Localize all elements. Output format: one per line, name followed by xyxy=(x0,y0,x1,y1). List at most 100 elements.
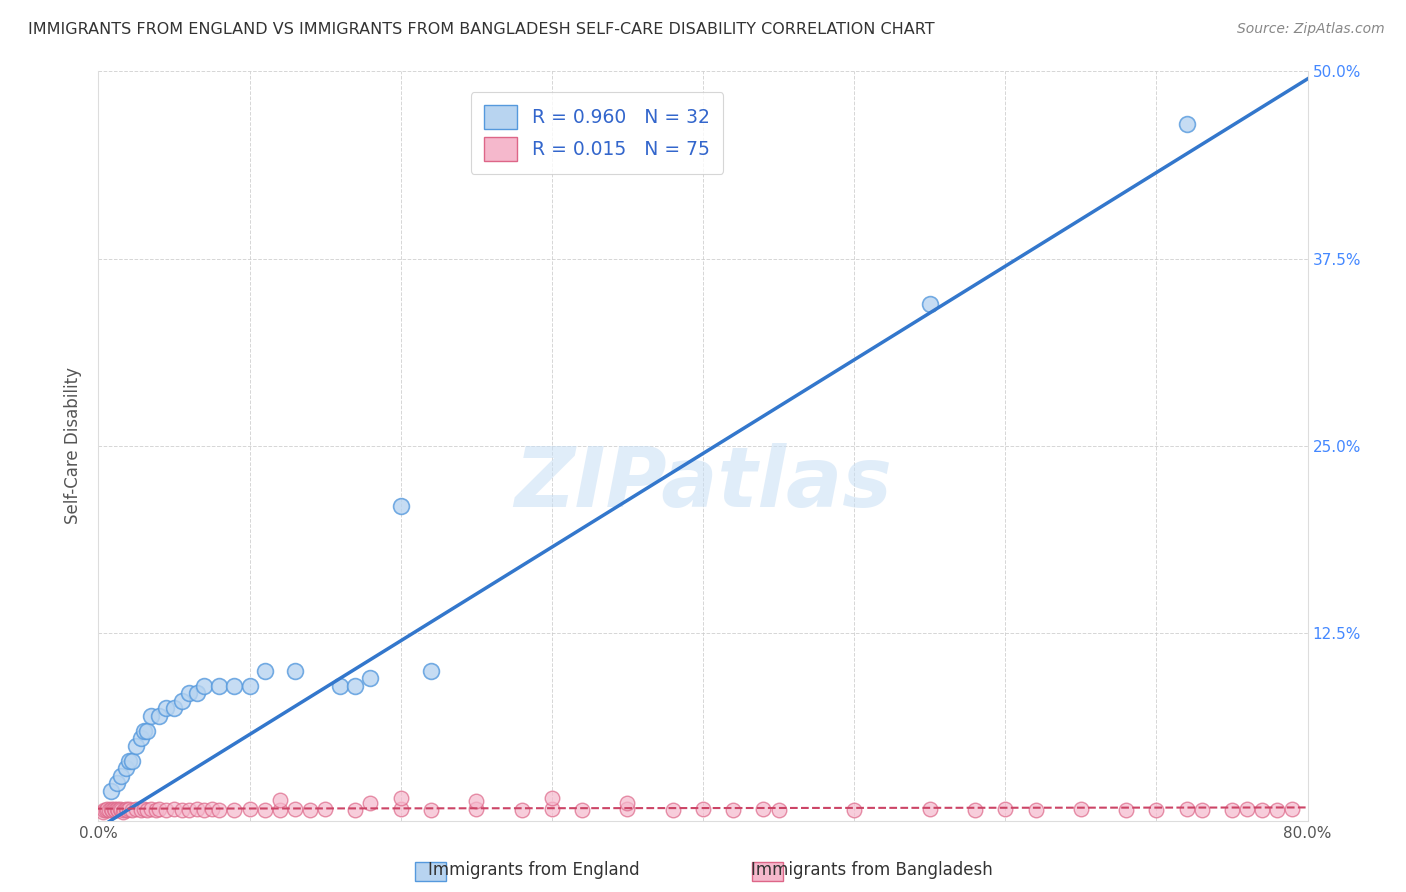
Text: Immigrants from England: Immigrants from England xyxy=(429,861,640,879)
Point xyxy=(329,679,352,693)
Point xyxy=(1251,803,1274,817)
Point xyxy=(110,803,132,817)
Point xyxy=(98,803,121,817)
Point xyxy=(723,803,745,817)
Point xyxy=(1267,803,1289,817)
Point xyxy=(135,723,157,738)
Point xyxy=(389,802,412,816)
Point xyxy=(918,802,941,816)
Point xyxy=(208,803,231,817)
Point xyxy=(114,761,136,775)
Point xyxy=(1175,802,1198,816)
Point xyxy=(465,794,488,808)
Point xyxy=(132,802,155,816)
Point xyxy=(571,803,593,817)
Point xyxy=(918,296,941,310)
Point xyxy=(121,803,143,817)
Point xyxy=(314,802,336,816)
Point xyxy=(108,802,131,816)
Point xyxy=(768,803,790,817)
Point xyxy=(121,754,143,768)
Point xyxy=(105,776,128,790)
Point xyxy=(299,803,322,817)
Point xyxy=(692,802,714,816)
Point xyxy=(360,671,382,685)
Point xyxy=(1115,803,1137,817)
Point xyxy=(135,803,157,817)
Text: Source: ZipAtlas.com: Source: ZipAtlas.com xyxy=(1237,22,1385,37)
Point xyxy=(1024,803,1046,817)
Point xyxy=(284,802,307,816)
Point xyxy=(1070,802,1092,816)
Y-axis label: Self-Care Disability: Self-Care Disability xyxy=(65,368,83,524)
Point xyxy=(170,694,193,708)
Point xyxy=(186,686,208,700)
Point xyxy=(112,803,135,817)
Point xyxy=(1220,803,1243,817)
Point xyxy=(844,803,866,817)
Point xyxy=(163,701,186,715)
Point xyxy=(344,679,367,693)
Point xyxy=(141,708,163,723)
Point xyxy=(239,679,262,693)
Point xyxy=(115,803,138,817)
Point xyxy=(94,803,117,817)
Point xyxy=(193,679,215,693)
Point xyxy=(269,803,291,817)
Point xyxy=(100,783,122,797)
Point xyxy=(100,802,122,816)
Point xyxy=(155,701,177,715)
Point xyxy=(110,769,132,783)
Point xyxy=(96,802,118,816)
Point xyxy=(170,803,193,817)
Point xyxy=(125,802,148,816)
Point xyxy=(145,803,167,817)
Point xyxy=(201,802,224,816)
Text: Immigrants from Bangladesh: Immigrants from Bangladesh xyxy=(751,861,993,879)
Point xyxy=(1191,803,1213,817)
Point xyxy=(1281,802,1303,816)
Point xyxy=(193,803,215,817)
Point xyxy=(360,796,382,810)
Text: IMMIGRANTS FROM ENGLAND VS IMMIGRANTS FROM BANGLADESH SELF-CARE DISABILITY CORRE: IMMIGRANTS FROM ENGLAND VS IMMIGRANTS FR… xyxy=(28,22,935,37)
Point xyxy=(132,723,155,738)
Point xyxy=(239,802,262,816)
Point xyxy=(540,802,562,816)
Point xyxy=(179,803,201,817)
Point xyxy=(105,802,128,816)
Point xyxy=(389,499,412,513)
Point xyxy=(420,803,443,817)
Point xyxy=(111,805,134,819)
Point xyxy=(1144,803,1167,817)
Point xyxy=(1175,117,1198,131)
Point xyxy=(91,805,114,819)
Point xyxy=(540,791,562,805)
Point xyxy=(148,802,170,816)
Point xyxy=(129,731,152,746)
Point xyxy=(114,802,136,816)
Point xyxy=(752,802,775,816)
Point xyxy=(994,802,1017,816)
Point xyxy=(253,803,276,817)
Point xyxy=(141,802,163,816)
Point xyxy=(118,802,141,816)
Point xyxy=(465,802,488,816)
Point xyxy=(155,803,177,817)
Point xyxy=(103,802,125,816)
Point xyxy=(224,679,246,693)
Point xyxy=(253,664,276,678)
Point xyxy=(101,803,124,817)
Legend: R = 0.960   N = 32, R = 0.015   N = 75: R = 0.960 N = 32, R = 0.015 N = 75 xyxy=(471,92,724,174)
Point xyxy=(186,802,208,816)
Point xyxy=(224,803,246,817)
Point xyxy=(179,686,201,700)
Point xyxy=(107,803,129,817)
Point xyxy=(616,796,638,810)
Point xyxy=(269,792,291,806)
Point xyxy=(125,739,148,753)
Point xyxy=(420,664,443,678)
Text: ZIPatlas: ZIPatlas xyxy=(515,443,891,524)
Point xyxy=(661,803,683,817)
Point xyxy=(284,664,307,678)
Point xyxy=(389,791,412,805)
